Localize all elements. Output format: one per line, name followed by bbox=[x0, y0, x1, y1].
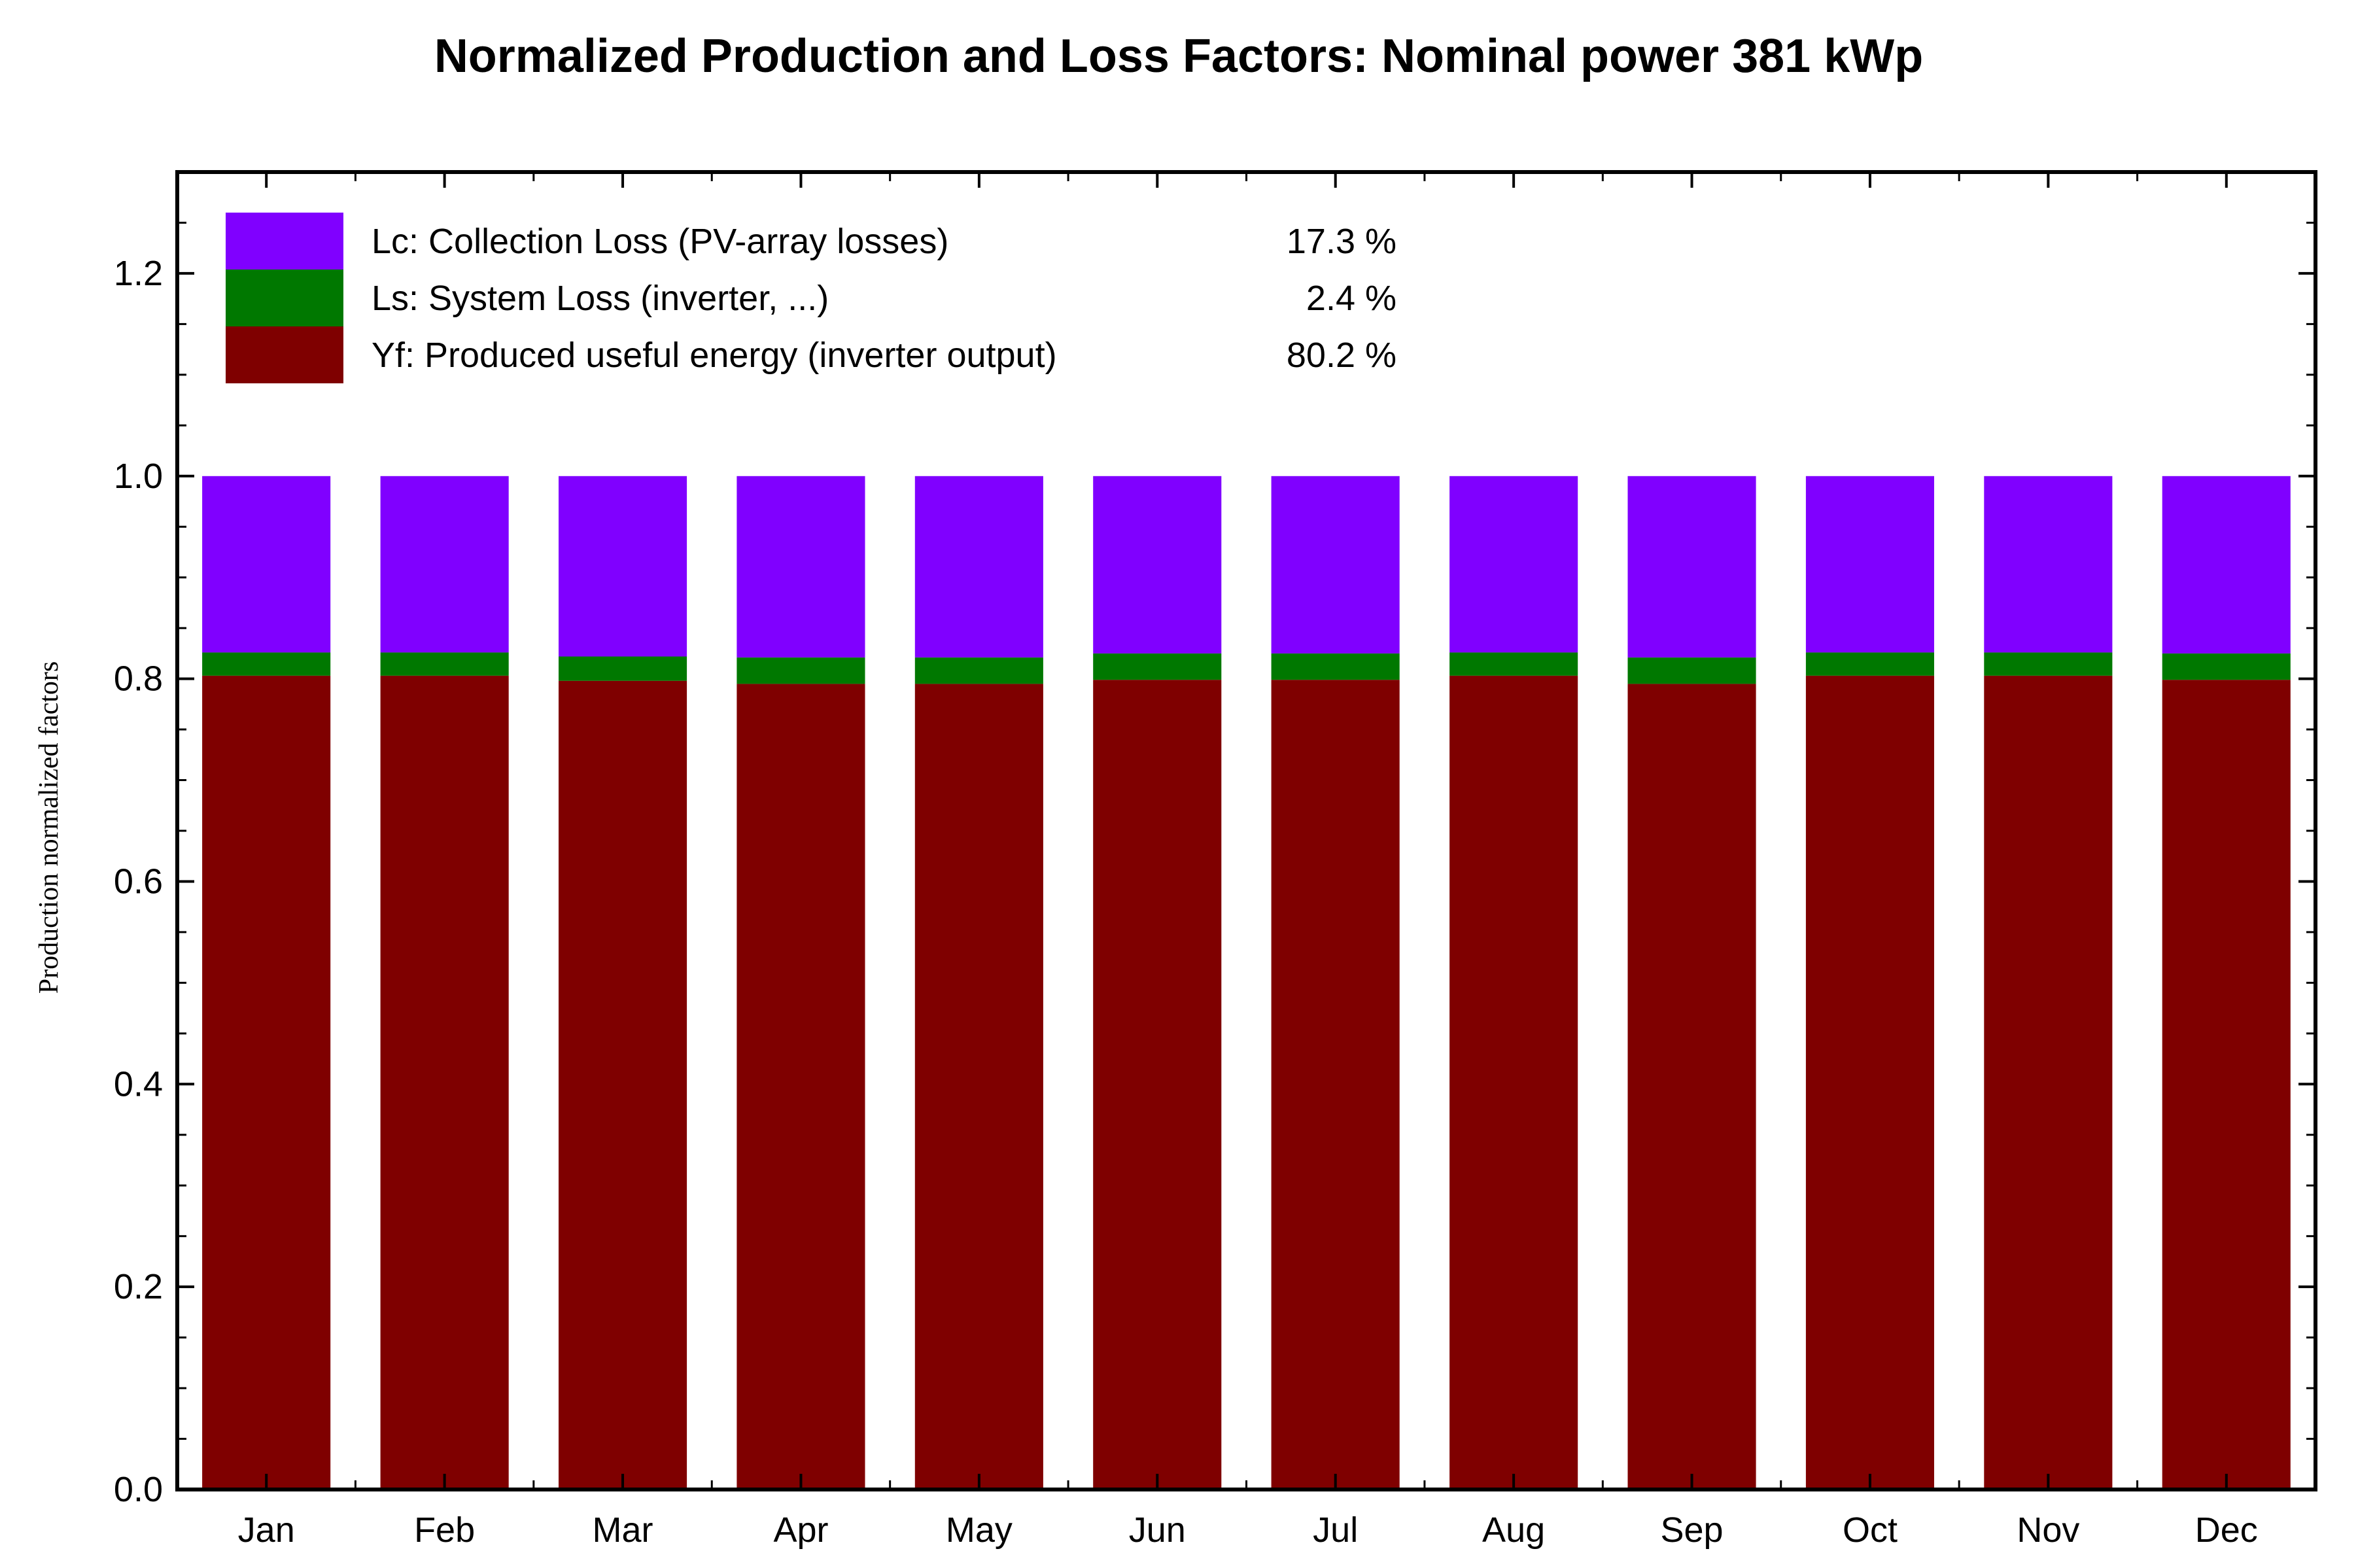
bar-mar-series-2[interactable] bbox=[559, 476, 687, 657]
legend: Lc: Collection Loss (PV-array losses) 17.… bbox=[226, 213, 1396, 383]
bar-sep-series-1[interactable] bbox=[1627, 657, 1756, 684]
legend-percent-0: 80.2 % bbox=[1287, 336, 1396, 375]
bar-oct-series-2[interactable] bbox=[1805, 476, 1934, 653]
bar-sep-series-2[interactable] bbox=[1627, 476, 1756, 658]
bar-mar-series-1[interactable] bbox=[559, 656, 687, 681]
y-tick-label-1-2: 1.2 bbox=[114, 254, 163, 293]
bar-dec-series-0[interactable] bbox=[2162, 680, 2291, 1490]
y-tick-label-0-8: 0.8 bbox=[114, 659, 163, 699]
x-tick-label-dec: Dec bbox=[2195, 1510, 2258, 1550]
legend-percent-1: 2.4 % bbox=[1306, 279, 1396, 318]
x-tick-label-mar: Mar bbox=[593, 1510, 653, 1550]
x-tick-label-jul: Jul bbox=[1313, 1510, 1358, 1550]
bar-dec-series-1[interactable] bbox=[2162, 653, 2291, 680]
bar-oct-series-1[interactable] bbox=[1805, 652, 1934, 676]
bar-jul-series-1[interactable] bbox=[1271, 653, 1400, 680]
bar-oct-series-0[interactable] bbox=[1805, 676, 1934, 1490]
y-axis-label: Production normalized factors bbox=[34, 661, 64, 994]
bar-jun-series-0[interactable] bbox=[1093, 680, 1222, 1490]
x-tick-label-nov: Nov bbox=[2017, 1510, 2079, 1550]
bar-may-series-2[interactable] bbox=[914, 476, 1043, 658]
bar-jun-series-2[interactable] bbox=[1093, 476, 1222, 653]
legend-swatch-1 bbox=[226, 270, 343, 326]
bar-nov-series-0[interactable] bbox=[1984, 676, 2113, 1490]
y-tick-label-1-0: 1.0 bbox=[114, 457, 163, 496]
bar-aug-series-0[interactable] bbox=[1449, 676, 1578, 1490]
bar-jul-series-2[interactable] bbox=[1271, 476, 1400, 653]
x-tick-label-sep: Sep bbox=[1660, 1510, 1723, 1550]
bar-jan-series-2[interactable] bbox=[202, 476, 331, 653]
legend-swatch-0 bbox=[226, 326, 343, 383]
bar-feb-series-2[interactable] bbox=[380, 476, 509, 653]
y-tick-label-0-6: 0.6 bbox=[114, 862, 163, 901]
axes: Jan Feb Mar Apr May Jun Jul Aug Sep Oct Nov Dec 0.0 0… bbox=[114, 170, 2317, 1550]
bar-nov-series-1[interactable] bbox=[1984, 652, 2113, 676]
bar-dec-series-2[interactable] bbox=[2162, 476, 2291, 653]
bar-aug-series-2[interactable] bbox=[1449, 476, 1578, 653]
bar-sep-series-0[interactable] bbox=[1627, 684, 1756, 1490]
bar-feb-series-1[interactable] bbox=[380, 652, 509, 676]
bar-mar-series-0[interactable] bbox=[559, 680, 687, 1490]
bar-apr-series-1[interactable] bbox=[737, 657, 865, 684]
legend-label-0: Yf: Produced useful energy (inverter out… bbox=[372, 336, 1057, 375]
bar-apr-series-0[interactable] bbox=[737, 684, 865, 1490]
x-tick-label-aug: Aug bbox=[1482, 1510, 1545, 1550]
chart-title: Normalized Production and Loss Factors: … bbox=[434, 30, 1923, 82]
bar-apr-series-2[interactable] bbox=[737, 476, 865, 658]
bar-jan-series-1[interactable] bbox=[202, 652, 331, 676]
bar-may-series-1[interactable] bbox=[914, 657, 1043, 684]
bar-aug-series-1[interactable] bbox=[1449, 652, 1578, 676]
y-tick-label-0-4: 0.4 bbox=[114, 1064, 163, 1104]
bar-nov-series-2[interactable] bbox=[1984, 476, 2113, 653]
x-tick-label-feb: Feb bbox=[414, 1510, 475, 1550]
legend-label-2: Lc: Collection Loss (PV-array losses) bbox=[372, 222, 948, 261]
legend-label-1: Ls: System Loss (inverter, ...) bbox=[372, 279, 829, 318]
x-tick-label-jun: Jun bbox=[1129, 1510, 1186, 1550]
bar-jun-series-1[interactable] bbox=[1093, 653, 1222, 680]
bar-jul-series-0[interactable] bbox=[1271, 680, 1400, 1490]
bar-feb-series-0[interactable] bbox=[380, 676, 509, 1490]
x-tick-label-oct: Oct bbox=[1843, 1510, 1898, 1550]
legend-percent-2: 17.3 % bbox=[1287, 222, 1396, 261]
bar-jan-series-0[interactable] bbox=[202, 676, 331, 1490]
x-tick-label-may: May bbox=[946, 1510, 1013, 1550]
x-tick-label-apr: Apr bbox=[773, 1510, 828, 1550]
y-tick-label-0-2: 0.2 bbox=[114, 1267, 163, 1306]
legend-swatch-2 bbox=[226, 213, 343, 270]
y-tick-label-0-0: 0.0 bbox=[114, 1470, 163, 1509]
bar-may-series-0[interactable] bbox=[914, 684, 1043, 1490]
plot-frame bbox=[175, 170, 2317, 1491]
bars-layer bbox=[202, 476, 2291, 1490]
x-tick-label-jan: Jan bbox=[238, 1510, 295, 1550]
